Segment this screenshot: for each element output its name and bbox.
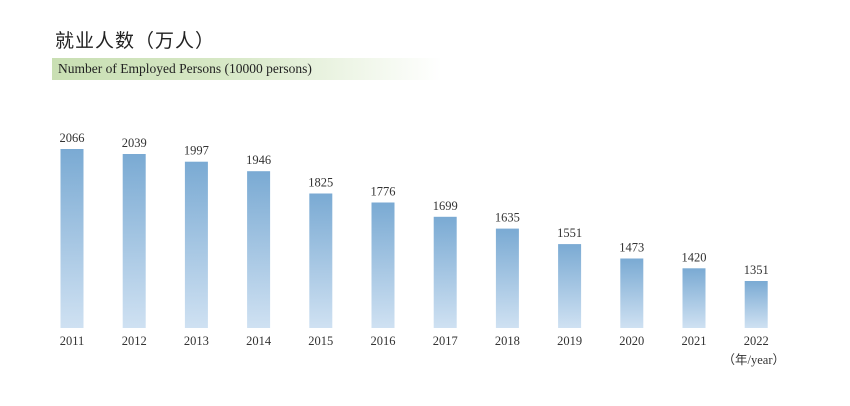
bar-2018 bbox=[495, 228, 519, 328]
bar-2022 bbox=[744, 281, 768, 328]
value-label-2018: 1635 bbox=[495, 211, 520, 225]
bar-2017 bbox=[433, 216, 457, 328]
bar-2019 bbox=[558, 244, 582, 328]
value-label-2022: 1351 bbox=[744, 263, 769, 277]
value-label-2016: 1776 bbox=[371, 185, 396, 199]
bar-2020 bbox=[620, 258, 644, 328]
x-axis-unit-label: （年/year） bbox=[723, 353, 785, 367]
x-tick-label-2015: 2015 bbox=[308, 334, 333, 348]
bar-2014 bbox=[247, 171, 271, 328]
x-tick-label-2013: 2013 bbox=[184, 334, 209, 348]
bar-2011 bbox=[60, 149, 84, 328]
bar-2012 bbox=[122, 154, 146, 328]
value-labels-group: 2066 2039 1997 1946 1825 1776 1699 1635 1551 1473… bbox=[60, 131, 769, 277]
x-tick-label-2021: 2021 bbox=[682, 334, 707, 348]
x-tick-label-2014: 2014 bbox=[246, 334, 272, 348]
value-label-2013: 1997 bbox=[184, 144, 209, 158]
x-tick-label-2011: 2011 bbox=[60, 334, 85, 348]
subtitle-band bbox=[52, 58, 442, 80]
value-label-2017: 1699 bbox=[433, 199, 458, 213]
value-label-2015: 1825 bbox=[308, 176, 333, 190]
bar-2021 bbox=[682, 268, 706, 328]
value-label-2021: 1420 bbox=[682, 250, 707, 264]
bar-2013 bbox=[184, 161, 208, 328]
chart-subtitle: Number of Employed Persons (10000 person… bbox=[58, 61, 312, 76]
value-label-2020: 1473 bbox=[619, 241, 644, 255]
bar-2015 bbox=[309, 193, 333, 328]
x-tick-label-2017: 2017 bbox=[433, 334, 458, 348]
bars-group bbox=[60, 149, 768, 328]
x-tick-label-2018: 2018 bbox=[495, 334, 520, 348]
chart-title: 就业人数（万人） bbox=[55, 30, 216, 52]
bar-2016 bbox=[371, 202, 395, 328]
x-tick-labels-group: 2011 2012 2013 2014 2015 2016 2017 2018 2019 2020… bbox=[60, 334, 769, 348]
x-tick-label-2020: 2020 bbox=[619, 334, 644, 348]
value-label-2019: 1551 bbox=[557, 226, 582, 240]
x-tick-label-2016: 2016 bbox=[371, 334, 396, 348]
value-label-2011: 2066 bbox=[60, 131, 85, 145]
value-label-2012: 2039 bbox=[122, 136, 147, 150]
x-tick-label-2022: 2022 bbox=[744, 334, 769, 348]
x-tick-label-2019: 2019 bbox=[557, 334, 582, 348]
x-tick-label-2012: 2012 bbox=[122, 334, 147, 348]
value-label-2014: 1946 bbox=[246, 153, 271, 167]
